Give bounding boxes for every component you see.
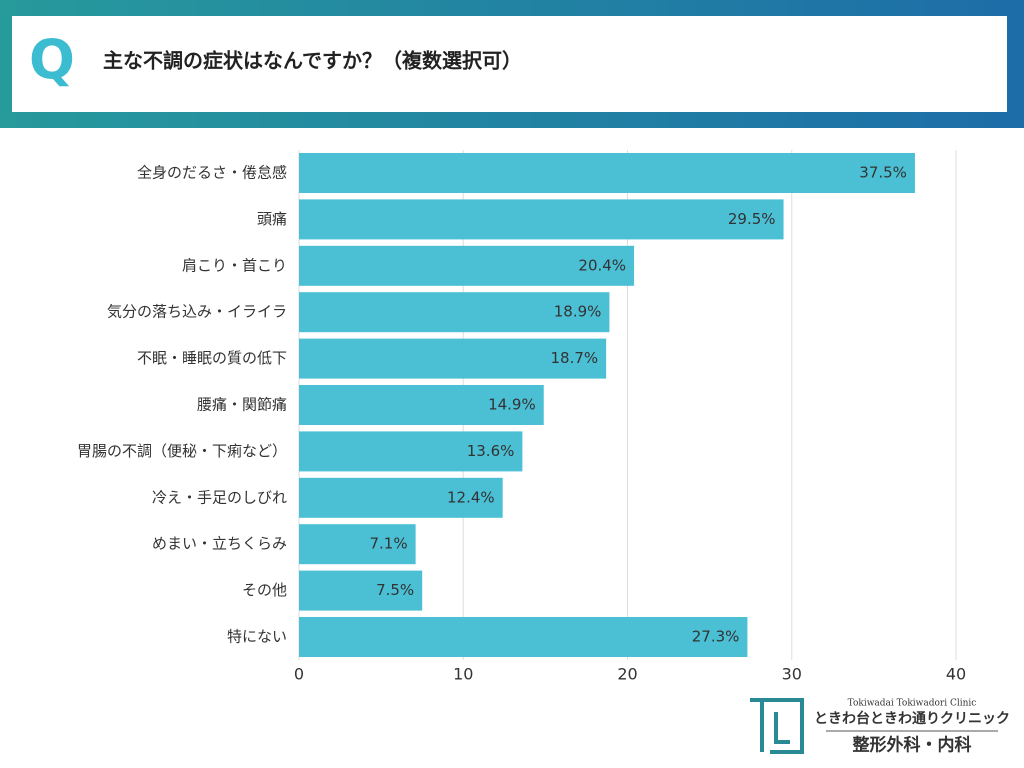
value-label: 37.5%: [859, 164, 907, 182]
value-label: 12.4%: [447, 488, 495, 506]
y-tick-label: その他: [242, 581, 287, 599]
x-tick-label: 30: [782, 665, 802, 684]
bar: [299, 292, 610, 333]
y-tick-label: めまい・立ちくらみ: [152, 535, 287, 553]
bar: [299, 199, 784, 240]
y-tick-label: 気分の落ち込み・イライラ: [107, 303, 287, 321]
y-tick-label: 肩こり・首こり: [182, 256, 287, 274]
bar: [299, 385, 544, 425]
bar: [299, 477, 503, 518]
y-tick-label: 冷え・手足のしびれ: [152, 488, 287, 506]
q-mark: Q: [29, 29, 75, 92]
bar: [299, 153, 915, 193]
y-tick-label: 腰痛・関節痛: [197, 396, 287, 414]
header-box: [12, 16, 1007, 112]
y-tick-label: 全身のだるさ・倦怠感: [137, 164, 287, 182]
value-label: 7.1%: [370, 535, 408, 553]
logo-english: Tokiwadai Tokiwadori Clinic: [848, 699, 977, 709]
value-label: 13.6%: [467, 442, 515, 460]
x-tick-label: 10: [453, 665, 473, 684]
chart-title: 主な不調の症状はなんですか？（複数選択可）: [103, 49, 522, 73]
value-label: 20.4%: [578, 256, 626, 274]
bar: [299, 431, 523, 472]
logo-name: ときわ台ときわ通りクリニック: [814, 710, 1010, 727]
logo-departments: 整形外科・内科: [853, 735, 972, 756]
x-tick-label: 0: [294, 665, 304, 684]
y-tick-label: 胃腸の不調（便秘・下痢など）: [77, 442, 287, 460]
bar: [299, 617, 748, 657]
x-tick-label: 20: [617, 665, 637, 684]
bar: [299, 570, 423, 611]
bar: [299, 524, 416, 565]
value-label: 27.3%: [692, 628, 740, 646]
logo-icon: [750, 698, 804, 754]
y-tick-label: 頭痛: [257, 210, 287, 228]
value-label: 7.5%: [376, 581, 414, 599]
bar: [299, 245, 635, 286]
value-label: 14.9%: [488, 396, 536, 414]
value-label: 18.9%: [554, 303, 602, 321]
bar: [299, 338, 607, 379]
y-tick-label: 不眠・睡眠の質の低下: [137, 349, 287, 367]
value-label: 29.5%: [728, 210, 776, 228]
x-tick-label: 40: [946, 665, 966, 684]
value-label: 18.7%: [550, 349, 598, 367]
y-tick-label: 特にない: [227, 628, 287, 646]
